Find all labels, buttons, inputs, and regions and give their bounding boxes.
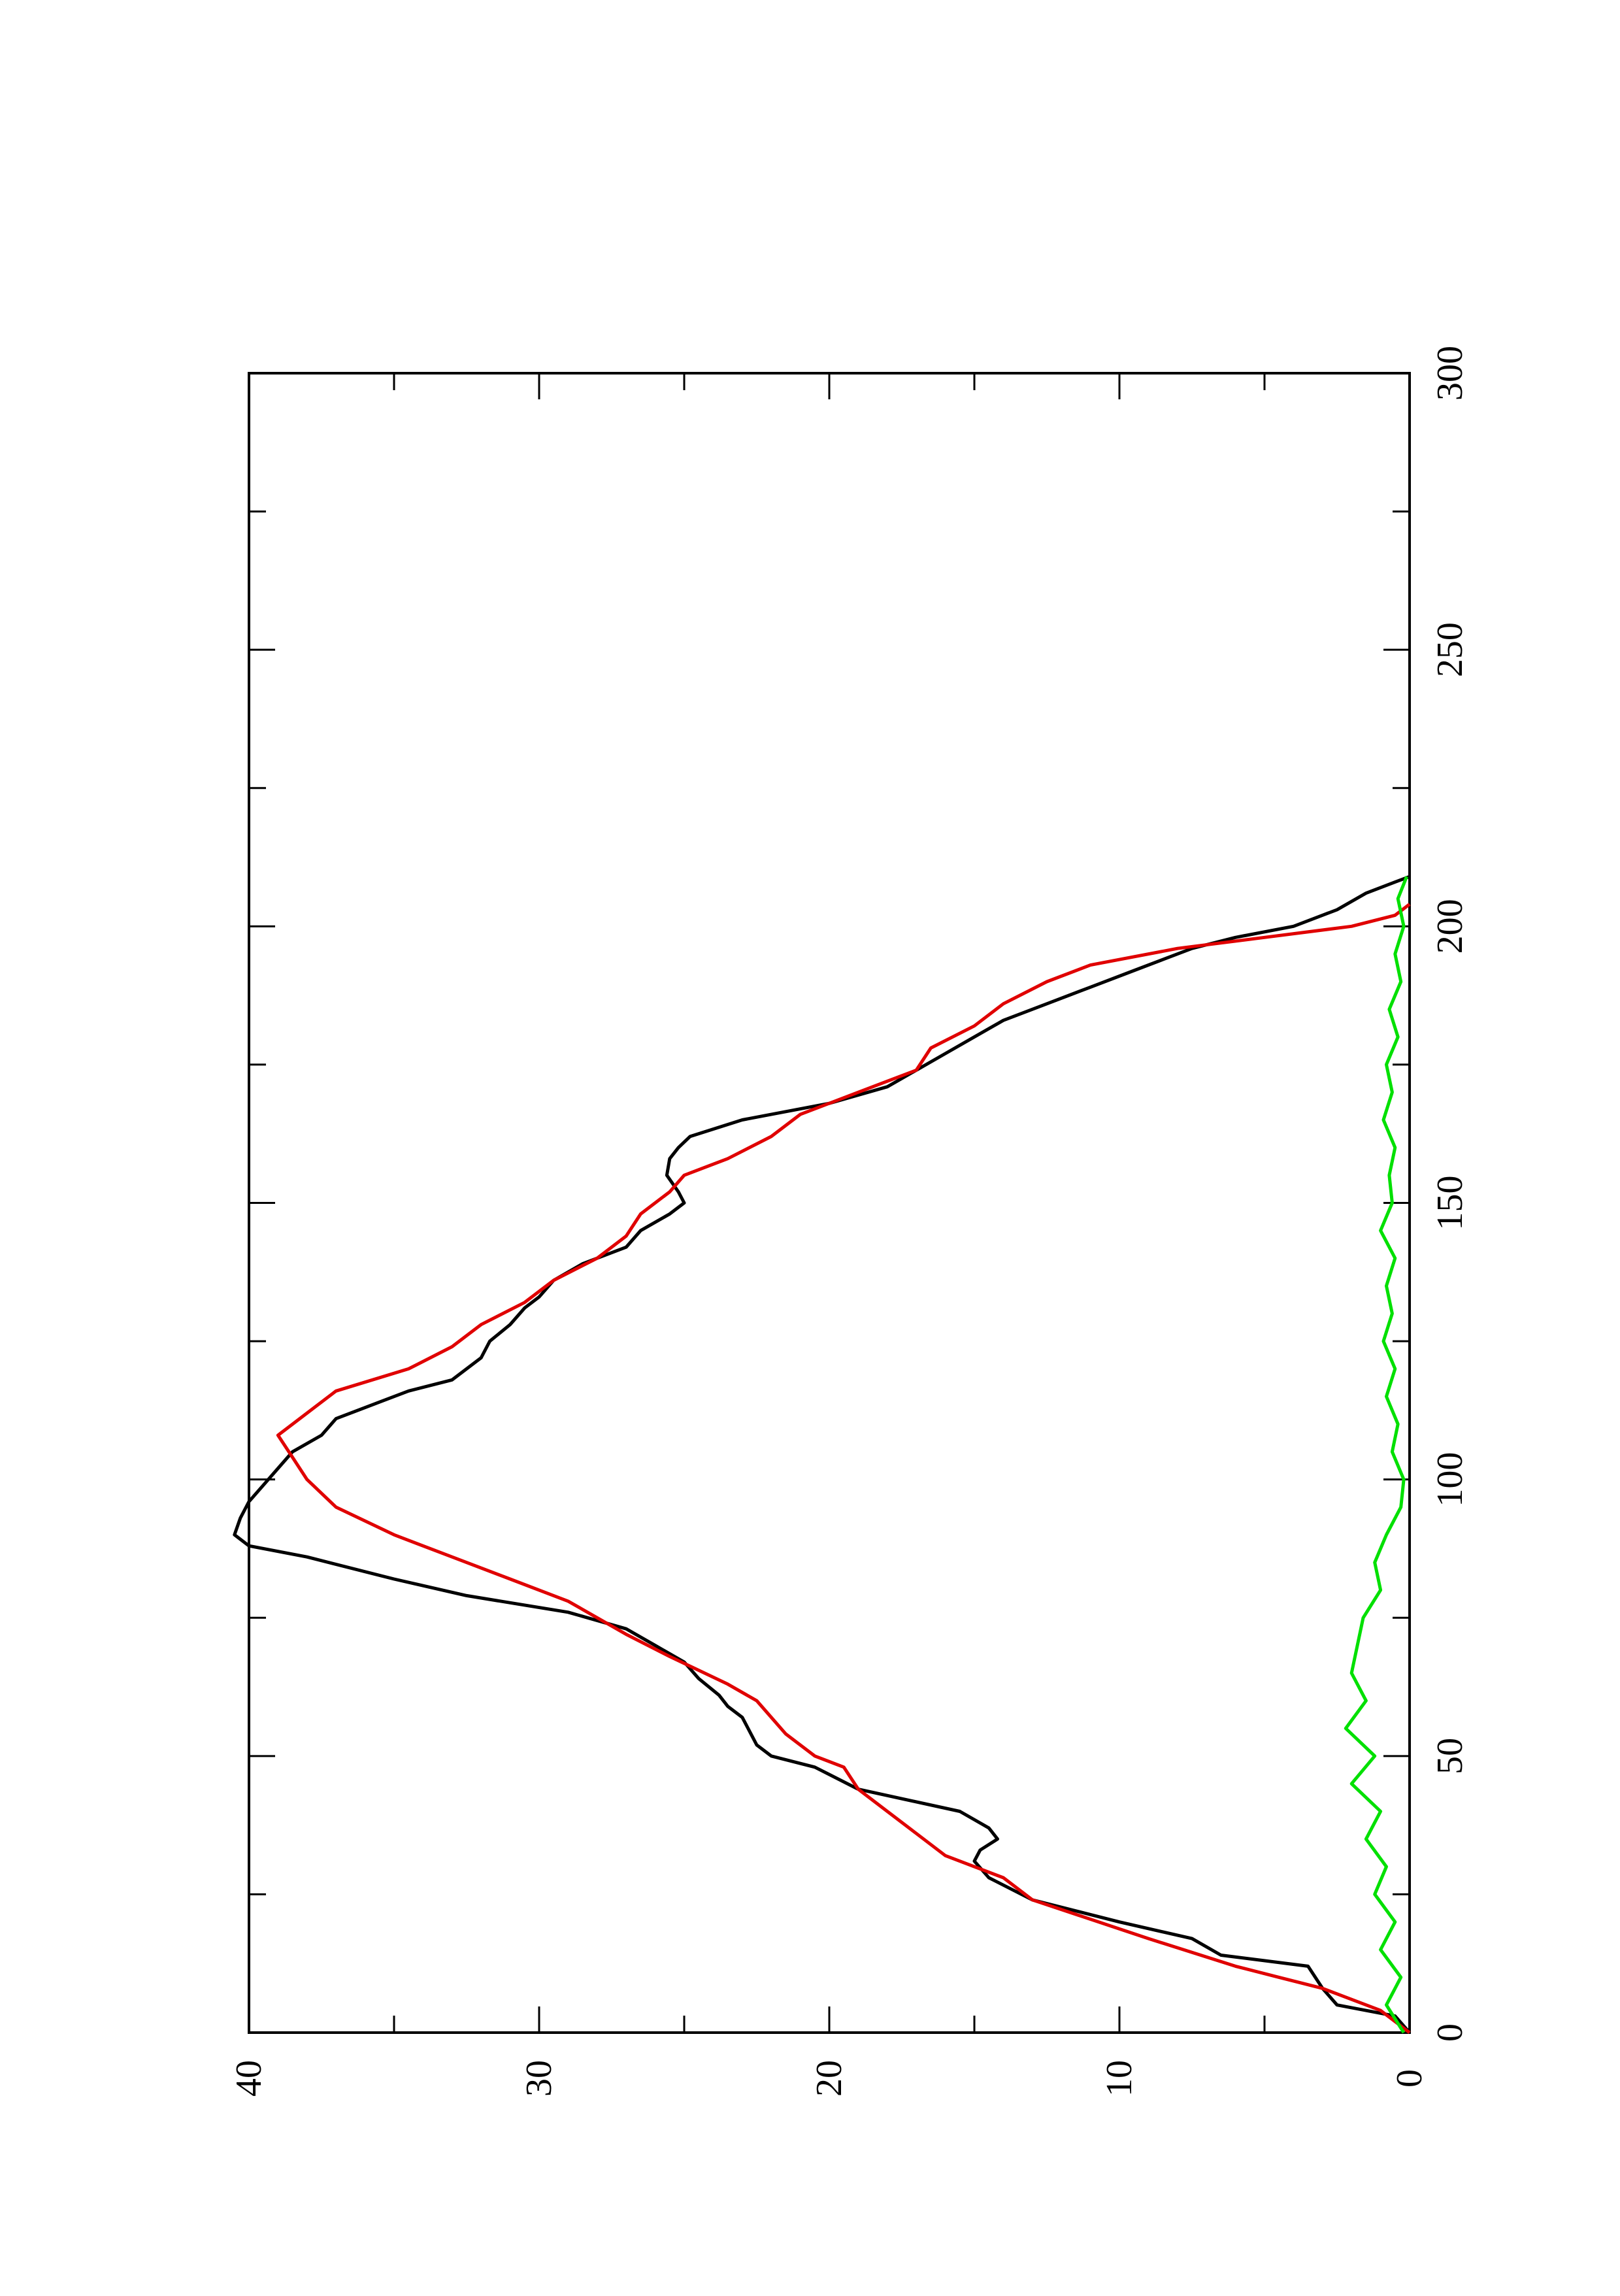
y-tick-label: 0 bbox=[1389, 2069, 1430, 2088]
plot-frame bbox=[248, 372, 1411, 2034]
y-tick-label: 40 bbox=[229, 2060, 269, 2097]
y-tick-label: 30 bbox=[519, 2060, 559, 2097]
series-line-1 bbox=[233, 874, 1411, 2034]
x-tick-label: 300 bbox=[1430, 346, 1470, 401]
x-tick-label: 0 bbox=[1430, 2023, 1470, 2042]
y-tick-label: 20 bbox=[809, 2060, 850, 2097]
x-tick-label: 150 bbox=[1430, 1176, 1470, 1231]
x-tick-label: 250 bbox=[1430, 622, 1470, 677]
x-tick-label: 200 bbox=[1430, 899, 1470, 954]
series-line-3 bbox=[1344, 876, 1408, 2034]
x-tick-label: 50 bbox=[1430, 1738, 1470, 1774]
x-tick-label: 100 bbox=[1430, 1452, 1470, 1507]
y-tick-label: 10 bbox=[1099, 2060, 1140, 2097]
series-layer bbox=[233, 874, 1411, 2034]
ticks-layer: 0 50 100 150 200 250 300 0 10 20 30 40 bbox=[229, 346, 1470, 2097]
series-line-2 bbox=[276, 903, 1411, 2034]
